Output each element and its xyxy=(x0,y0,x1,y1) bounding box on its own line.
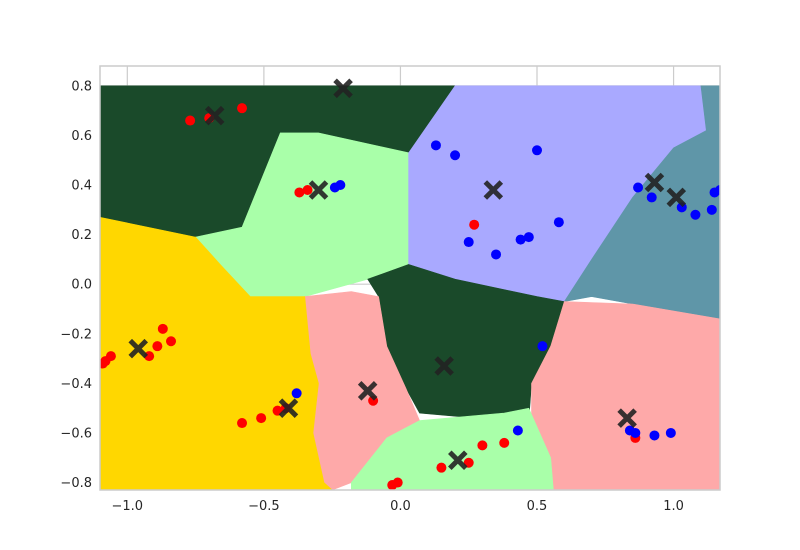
x-mark xyxy=(483,180,504,200)
y-axis-ticks: −0.8 −0.6 −0.4 −0.2 0.0 0.2 0.4 0.6 0.8 xyxy=(60,79,92,491)
x-mark xyxy=(357,381,378,401)
data-point xyxy=(537,341,548,352)
x-mark xyxy=(204,105,225,126)
centroid-marker xyxy=(666,187,687,208)
centroid-marker xyxy=(617,408,637,428)
centroid-marker xyxy=(357,381,378,401)
data-point xyxy=(553,217,564,228)
data-point xyxy=(499,437,510,448)
centroid-marker xyxy=(333,78,353,99)
y-tick-label: −0.8 xyxy=(60,476,92,491)
data-point xyxy=(665,427,676,438)
data-point xyxy=(532,145,543,156)
data-point xyxy=(302,184,313,195)
x-tick-label: −0.5 xyxy=(248,499,280,514)
plot-frame xyxy=(99,65,721,491)
x-mark xyxy=(644,172,665,193)
x-mark xyxy=(617,408,637,428)
y-tick-label: 0.2 xyxy=(71,228,92,243)
data-point xyxy=(715,184,720,195)
data-point xyxy=(523,232,534,243)
x-tick-label: 0.0 xyxy=(390,499,411,514)
data-point xyxy=(157,323,168,334)
data-point xyxy=(436,462,447,473)
data-point xyxy=(335,180,346,191)
centroid-marker xyxy=(128,338,149,359)
data-point xyxy=(690,209,701,220)
decision-region xyxy=(350,407,554,490)
data-point xyxy=(430,140,441,151)
data-point xyxy=(392,477,403,488)
decision-region xyxy=(531,301,720,490)
data-point xyxy=(105,351,116,362)
data-point xyxy=(469,219,480,230)
data-point xyxy=(450,150,461,161)
y-tick-label: 0.4 xyxy=(71,179,92,194)
y-tick-label: −0.6 xyxy=(60,426,92,441)
centroid-marker xyxy=(278,398,299,418)
y-tick-label: 0.0 xyxy=(71,278,92,293)
centroid-marker xyxy=(308,180,329,200)
data-point xyxy=(166,336,177,347)
data-point xyxy=(491,249,502,260)
data-point xyxy=(294,187,305,198)
centroid-marker xyxy=(434,356,454,376)
data-point xyxy=(646,192,657,203)
data-point xyxy=(291,388,302,399)
decision-region xyxy=(100,216,333,490)
centroid-marker xyxy=(644,172,665,193)
y-tick-label: 0.6 xyxy=(71,129,92,144)
data-point xyxy=(237,103,248,114)
x-tick-label: 0.5 xyxy=(527,499,548,514)
data-point xyxy=(477,440,488,451)
x-axis-ticks: −1.0 −0.5 0.0 0.5 1.0 xyxy=(112,499,684,514)
x-tick-label: −1.0 xyxy=(112,499,144,514)
centroid-marker xyxy=(448,450,468,471)
data-point xyxy=(515,234,526,245)
x-mark xyxy=(666,187,687,208)
centroid-marker xyxy=(483,180,504,200)
y-tick-label: 0.8 xyxy=(71,79,92,94)
y-tick-label: −0.2 xyxy=(60,327,92,342)
centroid-markers xyxy=(128,78,687,471)
data-point xyxy=(630,427,641,438)
data-point xyxy=(649,430,660,441)
x-mark xyxy=(434,356,454,376)
y-tick-label: −0.4 xyxy=(60,377,92,392)
data-point xyxy=(706,204,717,215)
x-tick-label: 1.0 xyxy=(663,499,684,514)
x-mark xyxy=(308,180,329,200)
data-point xyxy=(256,413,267,424)
x-mark xyxy=(333,78,353,99)
x-mark xyxy=(278,398,299,418)
data-point xyxy=(185,115,196,126)
data-point xyxy=(463,237,474,248)
data-point xyxy=(237,418,248,429)
data-point xyxy=(512,425,523,436)
x-mark xyxy=(128,338,149,359)
x-mark xyxy=(448,450,468,471)
data-point xyxy=(633,182,644,193)
data-point xyxy=(152,341,163,352)
centroid-marker xyxy=(204,105,225,126)
